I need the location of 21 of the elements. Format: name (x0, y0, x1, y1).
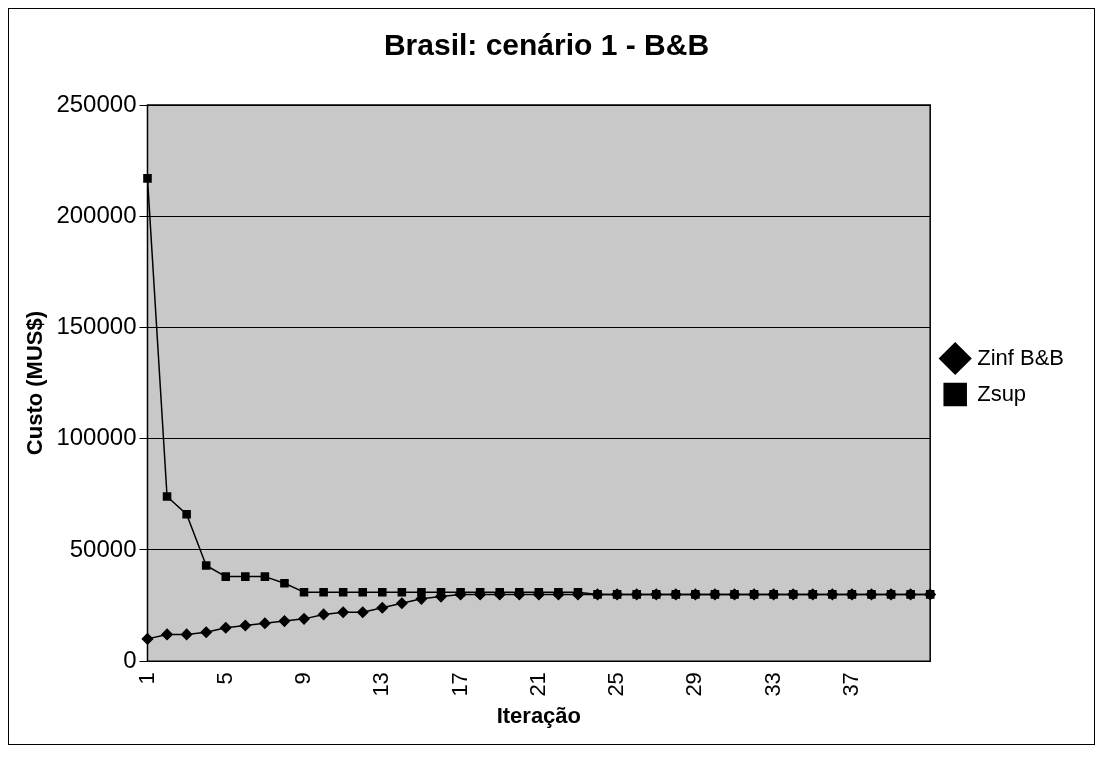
legend-label: Zinf B&B (977, 344, 1064, 370)
x-tick-label: 33 (759, 672, 785, 697)
x-axis-title: Iteração (496, 702, 582, 728)
x-tick-label: 13 (368, 672, 394, 697)
x-tick-label: 21 (524, 672, 550, 697)
y-tick-label: 150000 (56, 312, 137, 340)
y-tick-label: 50000 (69, 534, 137, 562)
y-tick-label: 200000 (56, 200, 137, 228)
legend-label: Zsup (977, 380, 1027, 406)
chart-title: Brasil: cenário 1 - B&B (383, 28, 710, 62)
x-tick-label: 17 (446, 672, 472, 697)
y-axis-title: Custo (MUS$) (22, 310, 48, 456)
x-tick-label: 1 (133, 672, 159, 685)
x-tick-label: 5 (211, 672, 237, 685)
x-tick-label: 9 (290, 672, 316, 685)
y-tick-label: 0 (123, 645, 137, 673)
x-tick-label: 37 (837, 672, 863, 697)
x-tick-label: 25 (603, 672, 629, 697)
y-tick-label: 100000 (56, 423, 137, 451)
y-tick-label: 250000 (56, 89, 137, 117)
x-tick-label: 29 (681, 672, 707, 697)
